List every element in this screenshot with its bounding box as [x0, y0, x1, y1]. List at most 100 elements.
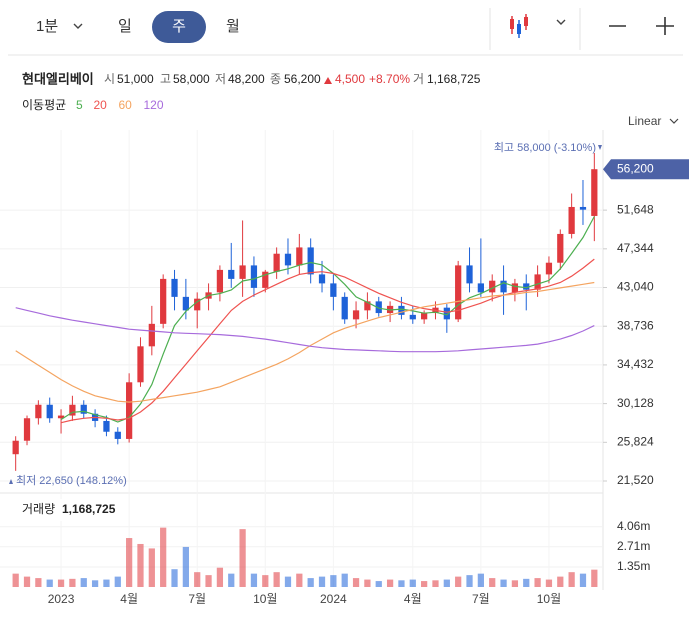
volume-bar — [12, 573, 19, 587]
candle-body — [114, 431, 121, 439]
volume-bar — [160, 527, 167, 587]
volume-bar — [364, 579, 371, 587]
y-tick-label: 1.35m — [617, 559, 650, 573]
volume-bar — [455, 576, 462, 587]
y-tick-label: 25,824 — [617, 434, 654, 448]
volume-bar — [250, 573, 258, 587]
y-tick-label: 47,344 — [617, 241, 654, 255]
candle-body — [194, 298, 201, 311]
volume-bar — [443, 579, 450, 587]
grid — [0, 130, 607, 587]
ma-line — [15, 307, 595, 353]
interval-minute[interactable]: 1분 — [36, 18, 58, 35]
candle-body — [500, 280, 507, 293]
y-tick-label: 51,648 — [617, 202, 654, 216]
volume-bar — [69, 578, 76, 587]
volume-bar — [500, 579, 507, 587]
candle-body — [375, 301, 382, 314]
candle-body — [352, 310, 360, 320]
selected-pill[interactable] — [152, 11, 206, 43]
candle-body — [296, 247, 303, 266]
candle-body — [443, 307, 450, 320]
y-tick-label: 21,520 — [617, 473, 654, 487]
candle-body — [591, 169, 598, 216]
low-marker — [9, 479, 13, 484]
candle-body — [330, 283, 337, 297]
candle-body — [35, 404, 42, 419]
volume-bar — [534, 578, 541, 587]
candle-body — [579, 206, 587, 210]
candle-body — [307, 247, 314, 275]
candle-body — [409, 314, 416, 320]
dropdown-chevron[interactable] — [556, 19, 566, 25]
marks — [12, 153, 598, 587]
high-marker — [598, 145, 602, 150]
volume-bar — [126, 538, 133, 587]
dropdown-chevron[interactable] — [669, 118, 679, 124]
change-pct: +8.70% — [369, 72, 410, 86]
candle-body — [523, 283, 530, 290]
chart-type-icon[interactable] — [510, 14, 528, 38]
stock-name: 현대엘리베이 — [22, 71, 94, 86]
x-tick-label: 4월 — [404, 592, 422, 606]
y-tick-label: 4.06m — [617, 519, 650, 533]
interval-month[interactable]: 월 — [226, 18, 240, 35]
candle-body — [262, 271, 269, 288]
volume-bar — [194, 572, 201, 587]
volume-bar — [330, 575, 337, 587]
candle-body — [273, 253, 280, 272]
scale-toggle[interactable]: Linear — [628, 114, 661, 128]
candle-body — [489, 280, 496, 293]
x-tick-label: 7월 — [472, 592, 490, 606]
volume-bar — [318, 576, 326, 587]
candle-body — [103, 420, 110, 432]
candle-body — [216, 269, 224, 293]
volume-title-bg — [16, 499, 126, 521]
quote-value: 51,000 — [117, 72, 154, 86]
volume-bar — [352, 578, 360, 587]
legend-entry: 20 — [94, 98, 108, 112]
volume-bar — [171, 569, 178, 587]
candle-body — [477, 283, 484, 293]
volume-bar — [579, 573, 587, 587]
interval-week[interactable]: 주 — [172, 18, 186, 35]
volume-total: 1,168,725 — [62, 502, 116, 516]
candle-body — [534, 274, 541, 290]
high-note: 최고 58,000 (-3.10%) — [494, 141, 596, 154]
volume-bar — [137, 543, 144, 587]
candle-body — [398, 305, 405, 315]
candle-body — [69, 404, 76, 416]
legend-entry: 5 — [76, 98, 83, 112]
candle-body — [228, 269, 235, 279]
y-tick-label: 30,128 — [617, 396, 654, 410]
volume-bar — [568, 572, 575, 587]
current-price-label: 56,200 — [617, 161, 654, 175]
volume-bar — [466, 575, 473, 587]
volume-bar — [557, 576, 564, 587]
ma-line — [60, 216, 595, 423]
volume-bar — [545, 579, 553, 587]
volume-bar — [182, 546, 189, 587]
volume-bar — [103, 579, 110, 587]
candle-body — [239, 265, 246, 279]
candle-body — [250, 265, 258, 288]
candle-body — [421, 313, 428, 320]
volume-bar — [91, 580, 99, 587]
dropdown-chevron[interactable] — [73, 23, 83, 29]
quote-value: 1,168,725 — [427, 72, 481, 86]
interval-day[interactable]: 일 — [118, 18, 132, 35]
legend-entry: 60 — [119, 98, 133, 112]
volume-bar — [307, 578, 314, 587]
volume-bar — [386, 579, 394, 587]
x-tick-label: 10월 — [537, 592, 561, 606]
volume-bar — [296, 573, 303, 587]
candle-body — [80, 404, 87, 414]
quote-value: 58,000 — [173, 72, 210, 86]
current-price-box — [603, 159, 689, 180]
candle-body — [57, 415, 65, 419]
candle-body — [568, 206, 575, 234]
volume-bar — [421, 581, 428, 587]
zoom-in[interactable] — [656, 17, 674, 35]
y-tick-label: 43,040 — [617, 280, 654, 294]
